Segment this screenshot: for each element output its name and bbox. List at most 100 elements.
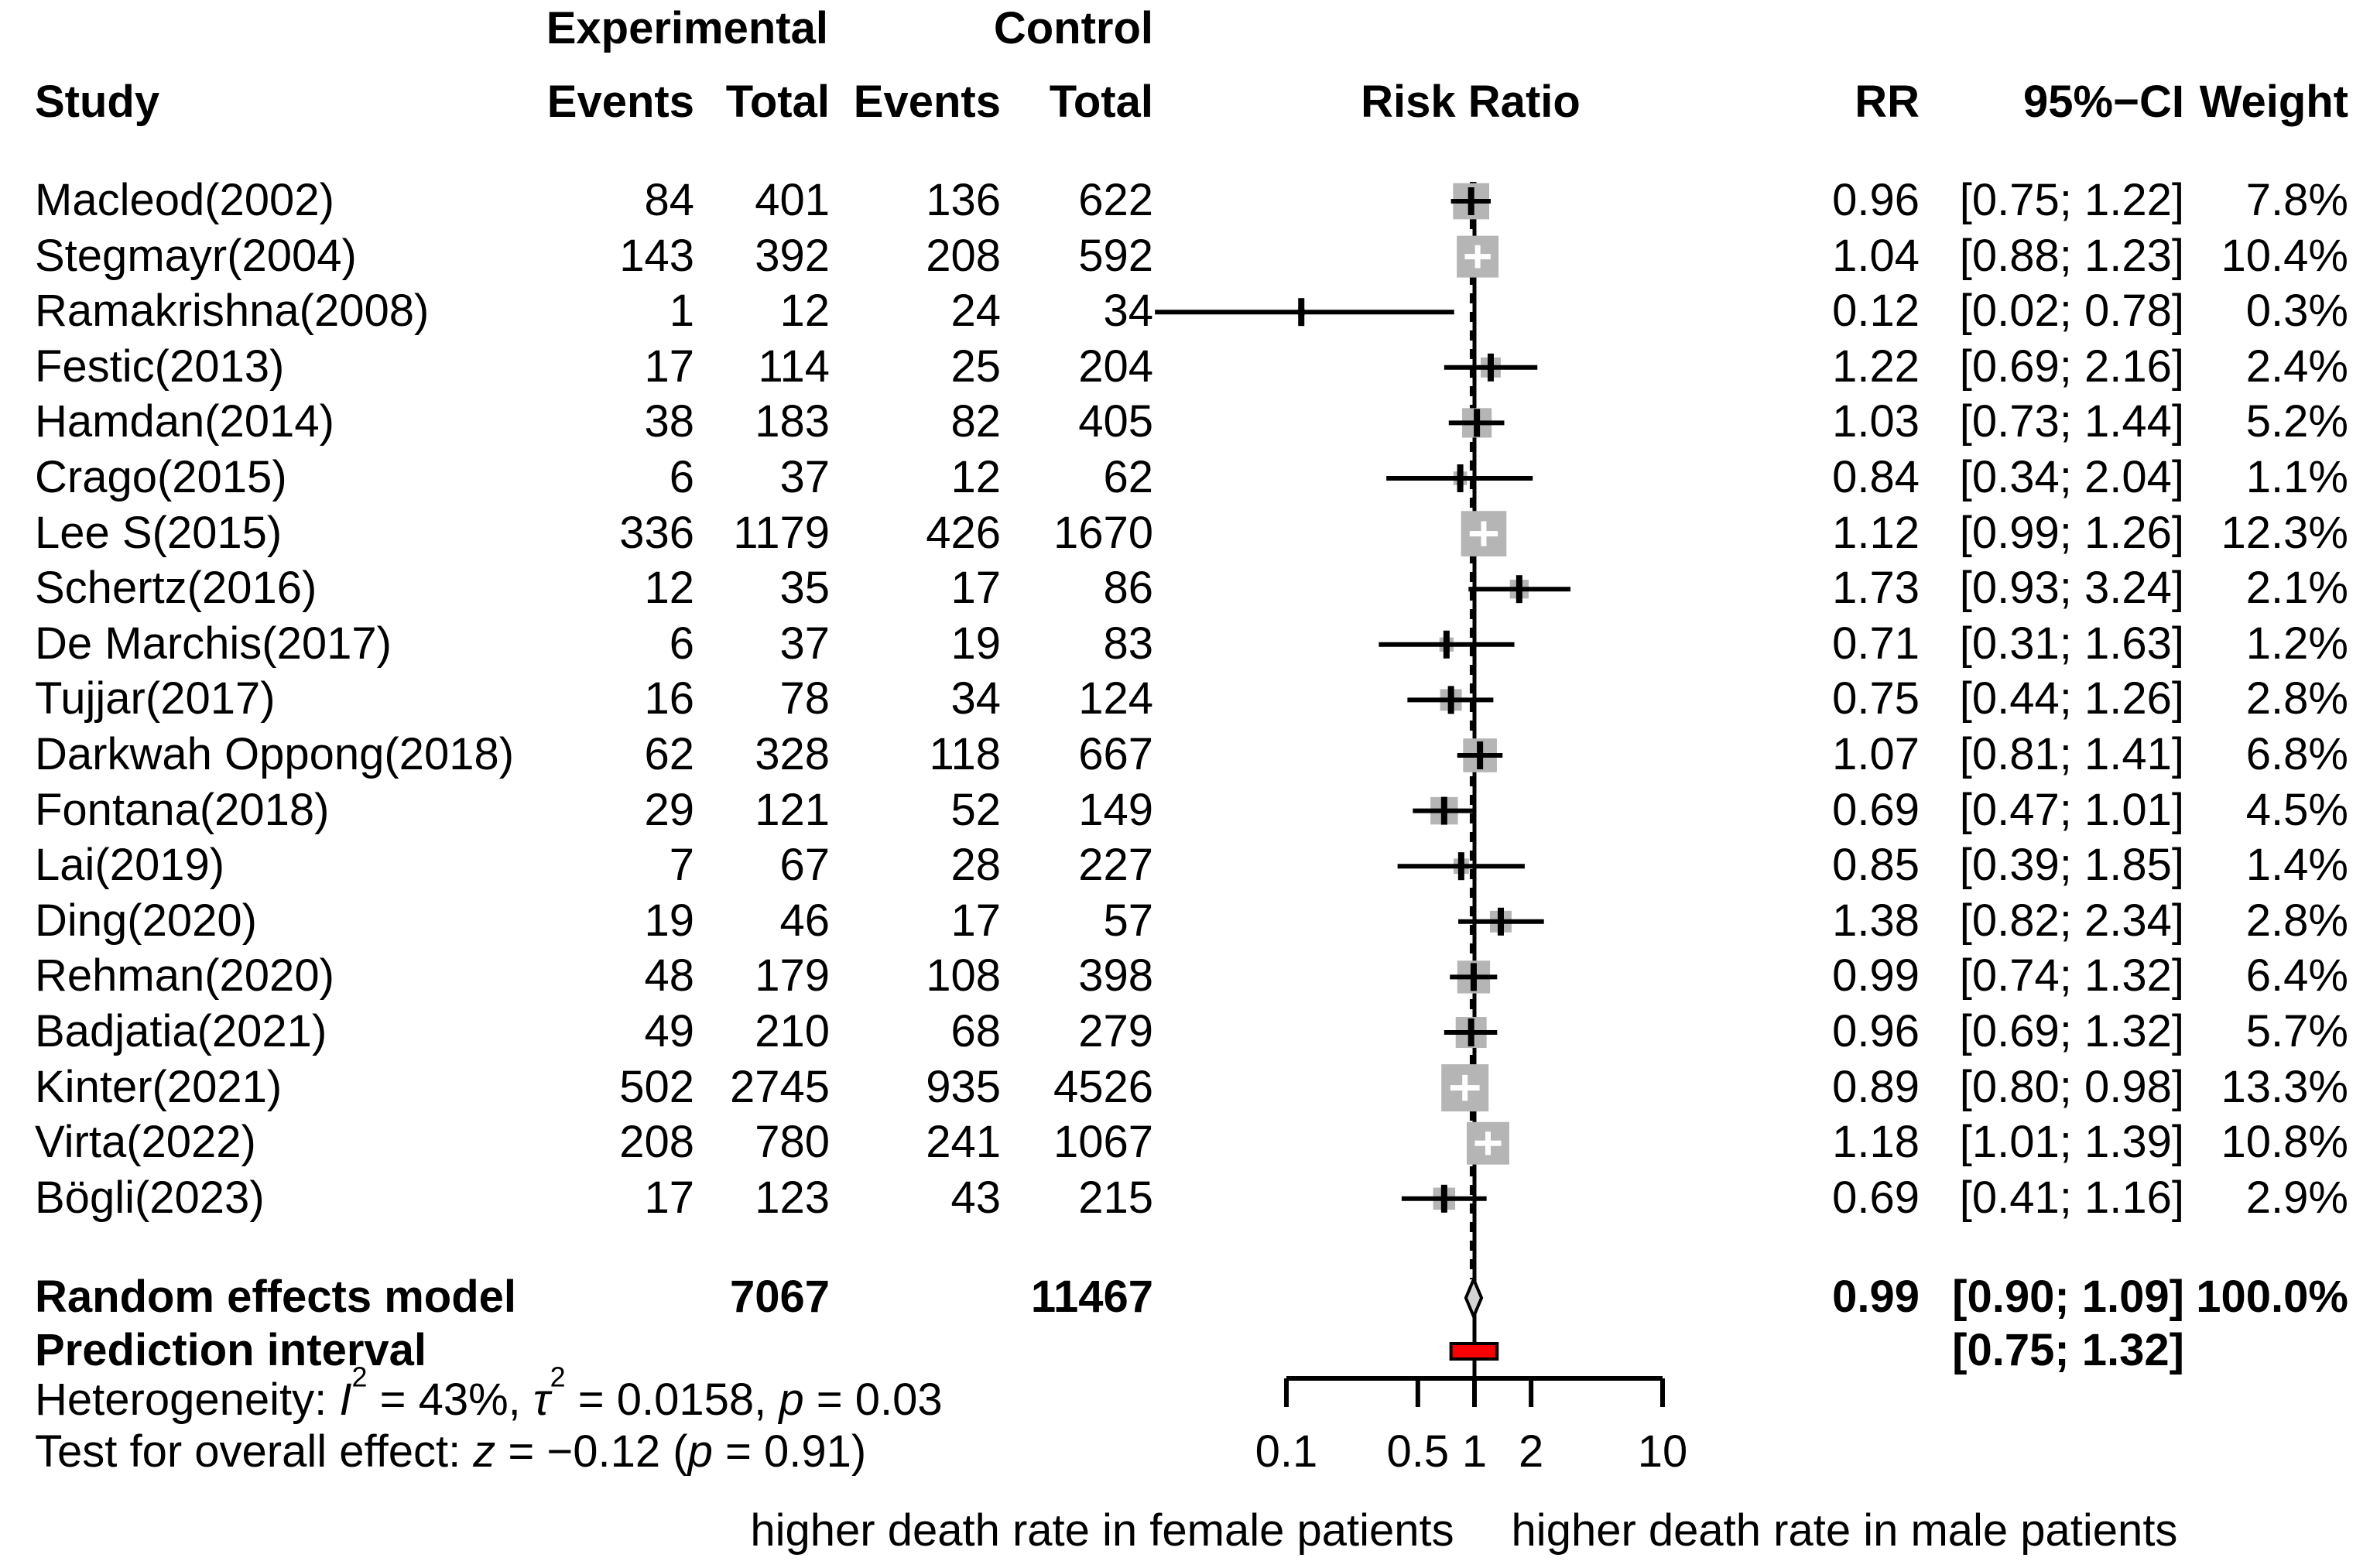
point-estimate-marker-white [1462, 1074, 1468, 1101]
rr-value: 0.75 [1832, 673, 1920, 724]
rr-value: 0.96 [1832, 174, 1920, 225]
rr-value: 0.85 [1832, 840, 1920, 891]
rr-value: 1.03 [1832, 396, 1920, 447]
rr-value: 1.22 [1832, 341, 1920, 392]
study-name: Rehman(2020) [35, 950, 334, 1001]
ci-value: [0.47; 1.01] [1959, 784, 2184, 835]
weight-value: 2.8% [2245, 895, 2348, 946]
exp-total: 392 [755, 230, 830, 281]
study-name: Tujjar(2017) [35, 673, 276, 724]
weight-value: 1.1% [2245, 451, 2348, 502]
prediction-interval-bar [1449, 1342, 1499, 1361]
ctrl-total: 398 [1078, 950, 1153, 1001]
point-estimate-marker [1487, 353, 1494, 382]
ctrl-events: 17 [950, 563, 1001, 614]
exp-events: 16 [644, 673, 694, 724]
ctrl-events: 17 [950, 895, 1001, 946]
ci-value: [0.99; 1.26] [1959, 507, 2184, 558]
point-estimate-marker-white [1474, 245, 1481, 269]
point-estimate-marker [1474, 409, 1481, 437]
ctrl-events: 25 [950, 341, 1001, 392]
weight-value: 2.8% [2245, 673, 2348, 724]
ctrl-total: 622 [1078, 174, 1153, 225]
ctrl-events: 82 [950, 396, 1001, 447]
x-axis-tick-label: 2 [1519, 1426, 1544, 1477]
prediction-interval-ci: [0.75; 1.32] [1952, 1324, 2184, 1375]
exp-events: 84 [644, 174, 694, 225]
direction-label-male: higher death rate in male patients [1511, 1505, 2178, 1556]
exp-total: 183 [755, 396, 830, 447]
exp-total: 328 [755, 728, 830, 779]
random-effects-ctrl-total: 11467 [1030, 1271, 1153, 1322]
rr-value: 0.96 [1832, 1005, 1920, 1056]
rr-value: 0.99 [1832, 950, 1920, 1001]
weight-value: 2.9% [2245, 1172, 2348, 1223]
exp-total: 780 [755, 1117, 830, 1168]
weight-value: 7.8% [2245, 174, 2348, 225]
ctrl-total: 57 [1103, 895, 1153, 946]
ci-value: [0.74; 1.32] [1959, 950, 2184, 1001]
header-study: Study [35, 76, 160, 127]
ctrl-events: 935 [926, 1061, 1001, 1112]
ci-value: [0.75; 1.22] [1959, 174, 2184, 225]
ci-value: [0.81; 1.41] [1959, 728, 2184, 779]
weight-value: 10.8% [2221, 1117, 2348, 1168]
header-weight: Weight [2199, 76, 2348, 127]
study-name: Lee S(2015) [35, 507, 283, 558]
rr-value: 0.89 [1832, 1061, 1920, 1112]
point-estimate-marker [1457, 852, 1464, 881]
exp-total: 114 [758, 341, 830, 392]
exp-events: 7 [669, 840, 694, 891]
exp-events: 29 [644, 784, 694, 835]
ctrl-events: 24 [950, 286, 1001, 337]
exp-total: 1179 [733, 507, 830, 558]
ci-value: [0.80; 0.98] [1959, 1061, 2184, 1112]
point-estimate-marker [1447, 686, 1454, 714]
header-control: Control [993, 2, 1153, 53]
ci-value: [0.34; 2.04] [1959, 451, 2184, 502]
exp-total: 401 [755, 174, 830, 225]
exp-total: 121 [755, 784, 830, 835]
ci-value: [0.69; 1.32] [1959, 1005, 2184, 1056]
header-experimental: Experimental [546, 2, 828, 53]
weight-value: 5.7% [2245, 1005, 2348, 1056]
study-name: Lai(2019) [35, 840, 225, 891]
header-exp-total: Total [725, 76, 830, 127]
ctrl-total: 4526 [1053, 1061, 1153, 1112]
header-rr: RR [1855, 76, 1920, 127]
point-estimate-marker [1477, 741, 1484, 769]
exp-events: 19 [644, 895, 694, 946]
study-name: Kinter(2021) [35, 1061, 283, 1112]
exp-events: 38 [644, 396, 694, 447]
ci-value: [0.88; 1.23] [1959, 230, 2184, 281]
ctrl-total: 149 [1078, 784, 1153, 835]
study-name: Ding(2020) [35, 895, 257, 946]
random-effects-ci: [0.90; 1.09] [1952, 1271, 2184, 1322]
ctrl-total: 34 [1103, 286, 1153, 337]
ci-value: [0.41; 1.16] [1959, 1172, 2184, 1223]
exp-total: 78 [779, 673, 830, 724]
exp-total: 210 [755, 1005, 830, 1056]
rr-value: 1.12 [1832, 507, 1920, 558]
rr-value: 0.69 [1832, 1172, 1920, 1223]
point-estimate-marker [1470, 963, 1477, 991]
ci-value: [0.69; 2.16] [1959, 341, 2184, 392]
study-name: Bögli(2023) [35, 1172, 265, 1223]
exp-total: 67 [779, 840, 830, 891]
weight-value: 2.1% [2245, 563, 2348, 614]
ctrl-events: 19 [950, 618, 1001, 669]
ctrl-total: 215 [1078, 1172, 1153, 1223]
study-name: Festic(2013) [35, 341, 285, 392]
ctrl-total: 279 [1078, 1005, 1153, 1056]
ctrl-total: 227 [1078, 840, 1153, 891]
weight-value: 5.2% [2245, 396, 2348, 447]
exp-events: 49 [644, 1005, 694, 1056]
ctrl-total: 1670 [1053, 507, 1153, 558]
rr-value: 1.07 [1832, 728, 1920, 779]
overall-effect-test: Test for overall effect: z = −0.12 (p = … [35, 1426, 867, 1477]
exp-events: 17 [644, 1172, 694, 1223]
point-estimate-marker [1457, 464, 1464, 492]
weight-value: 1.2% [2245, 618, 2348, 669]
study-name: Stegmayr(2004) [35, 230, 357, 281]
